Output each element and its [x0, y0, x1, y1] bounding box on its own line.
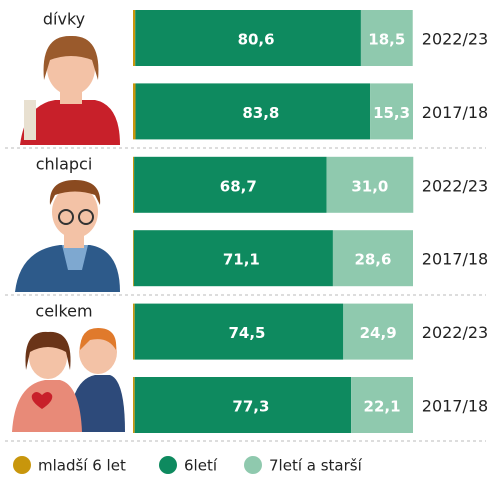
legend-swatch: [159, 456, 177, 474]
y-tick-label: 2017/18: [422, 397, 488, 416]
illustration-girl: [20, 35, 120, 145]
bar-segment: [326, 156, 414, 213]
group-label: celkem: [35, 302, 92, 321]
y-tick-label: 2022/23: [422, 176, 488, 195]
bar-segment: [134, 156, 327, 213]
y-tick-label: 2017/18: [422, 103, 488, 122]
value-label: 77,3: [232, 398, 269, 416]
value-label: 71,1: [223, 251, 260, 269]
bar-segment: [134, 303, 344, 360]
value-label: 80,6: [238, 31, 275, 49]
value-label: 74,5: [228, 324, 265, 342]
bar-segment: [133, 83, 136, 140]
bar-segment: [133, 10, 136, 66]
group-label: dívky: [43, 10, 85, 29]
value-label: 83,8: [242, 104, 279, 122]
value-label: 28,6: [354, 251, 391, 269]
value-label: 68,7: [220, 177, 257, 195]
value-label: 15,3: [373, 104, 410, 122]
legend-swatch: [13, 456, 31, 474]
bar-segment: [135, 10, 361, 66]
bar-segment: [370, 83, 413, 140]
bar-segment: [135, 83, 371, 140]
bar-segment: [360, 10, 413, 66]
group-label: chlapci: [36, 155, 93, 174]
bar-segment: [133, 230, 333, 287]
value-label: 18,5: [368, 31, 405, 49]
bar-segment: [134, 377, 352, 433]
y-tick-label: 2017/18: [422, 250, 488, 269]
legend-label: 7letí a starší: [269, 457, 363, 475]
value-label: 22,1: [364, 398, 401, 416]
bar-segment: [332, 230, 413, 287]
bar-segment: [343, 303, 413, 360]
value-label: 24,9: [360, 324, 397, 342]
bar-segment: [133, 156, 135, 213]
value-label: 31,0: [351, 177, 388, 195]
separators: [5, 147, 486, 442]
legend-label: mladší 6 let: [38, 457, 126, 475]
bar-segment: [351, 377, 413, 433]
y-tick-label: 2022/23: [422, 30, 488, 49]
y-tick-label: 2022/23: [422, 323, 488, 342]
bar-segment: [133, 303, 135, 360]
bar-segment: [133, 230, 134, 287]
illustration-pair: [12, 328, 125, 432]
legend-swatch: [244, 456, 262, 474]
bar-segment: [133, 377, 135, 433]
legend-label: 6letí: [184, 457, 218, 475]
illustration-boy: [15, 180, 120, 292]
